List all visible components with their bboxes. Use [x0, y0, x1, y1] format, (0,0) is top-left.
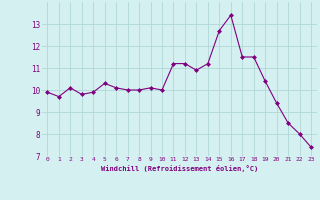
X-axis label: Windchill (Refroidissement éolien,°C): Windchill (Refroidissement éolien,°C) — [100, 165, 258, 172]
